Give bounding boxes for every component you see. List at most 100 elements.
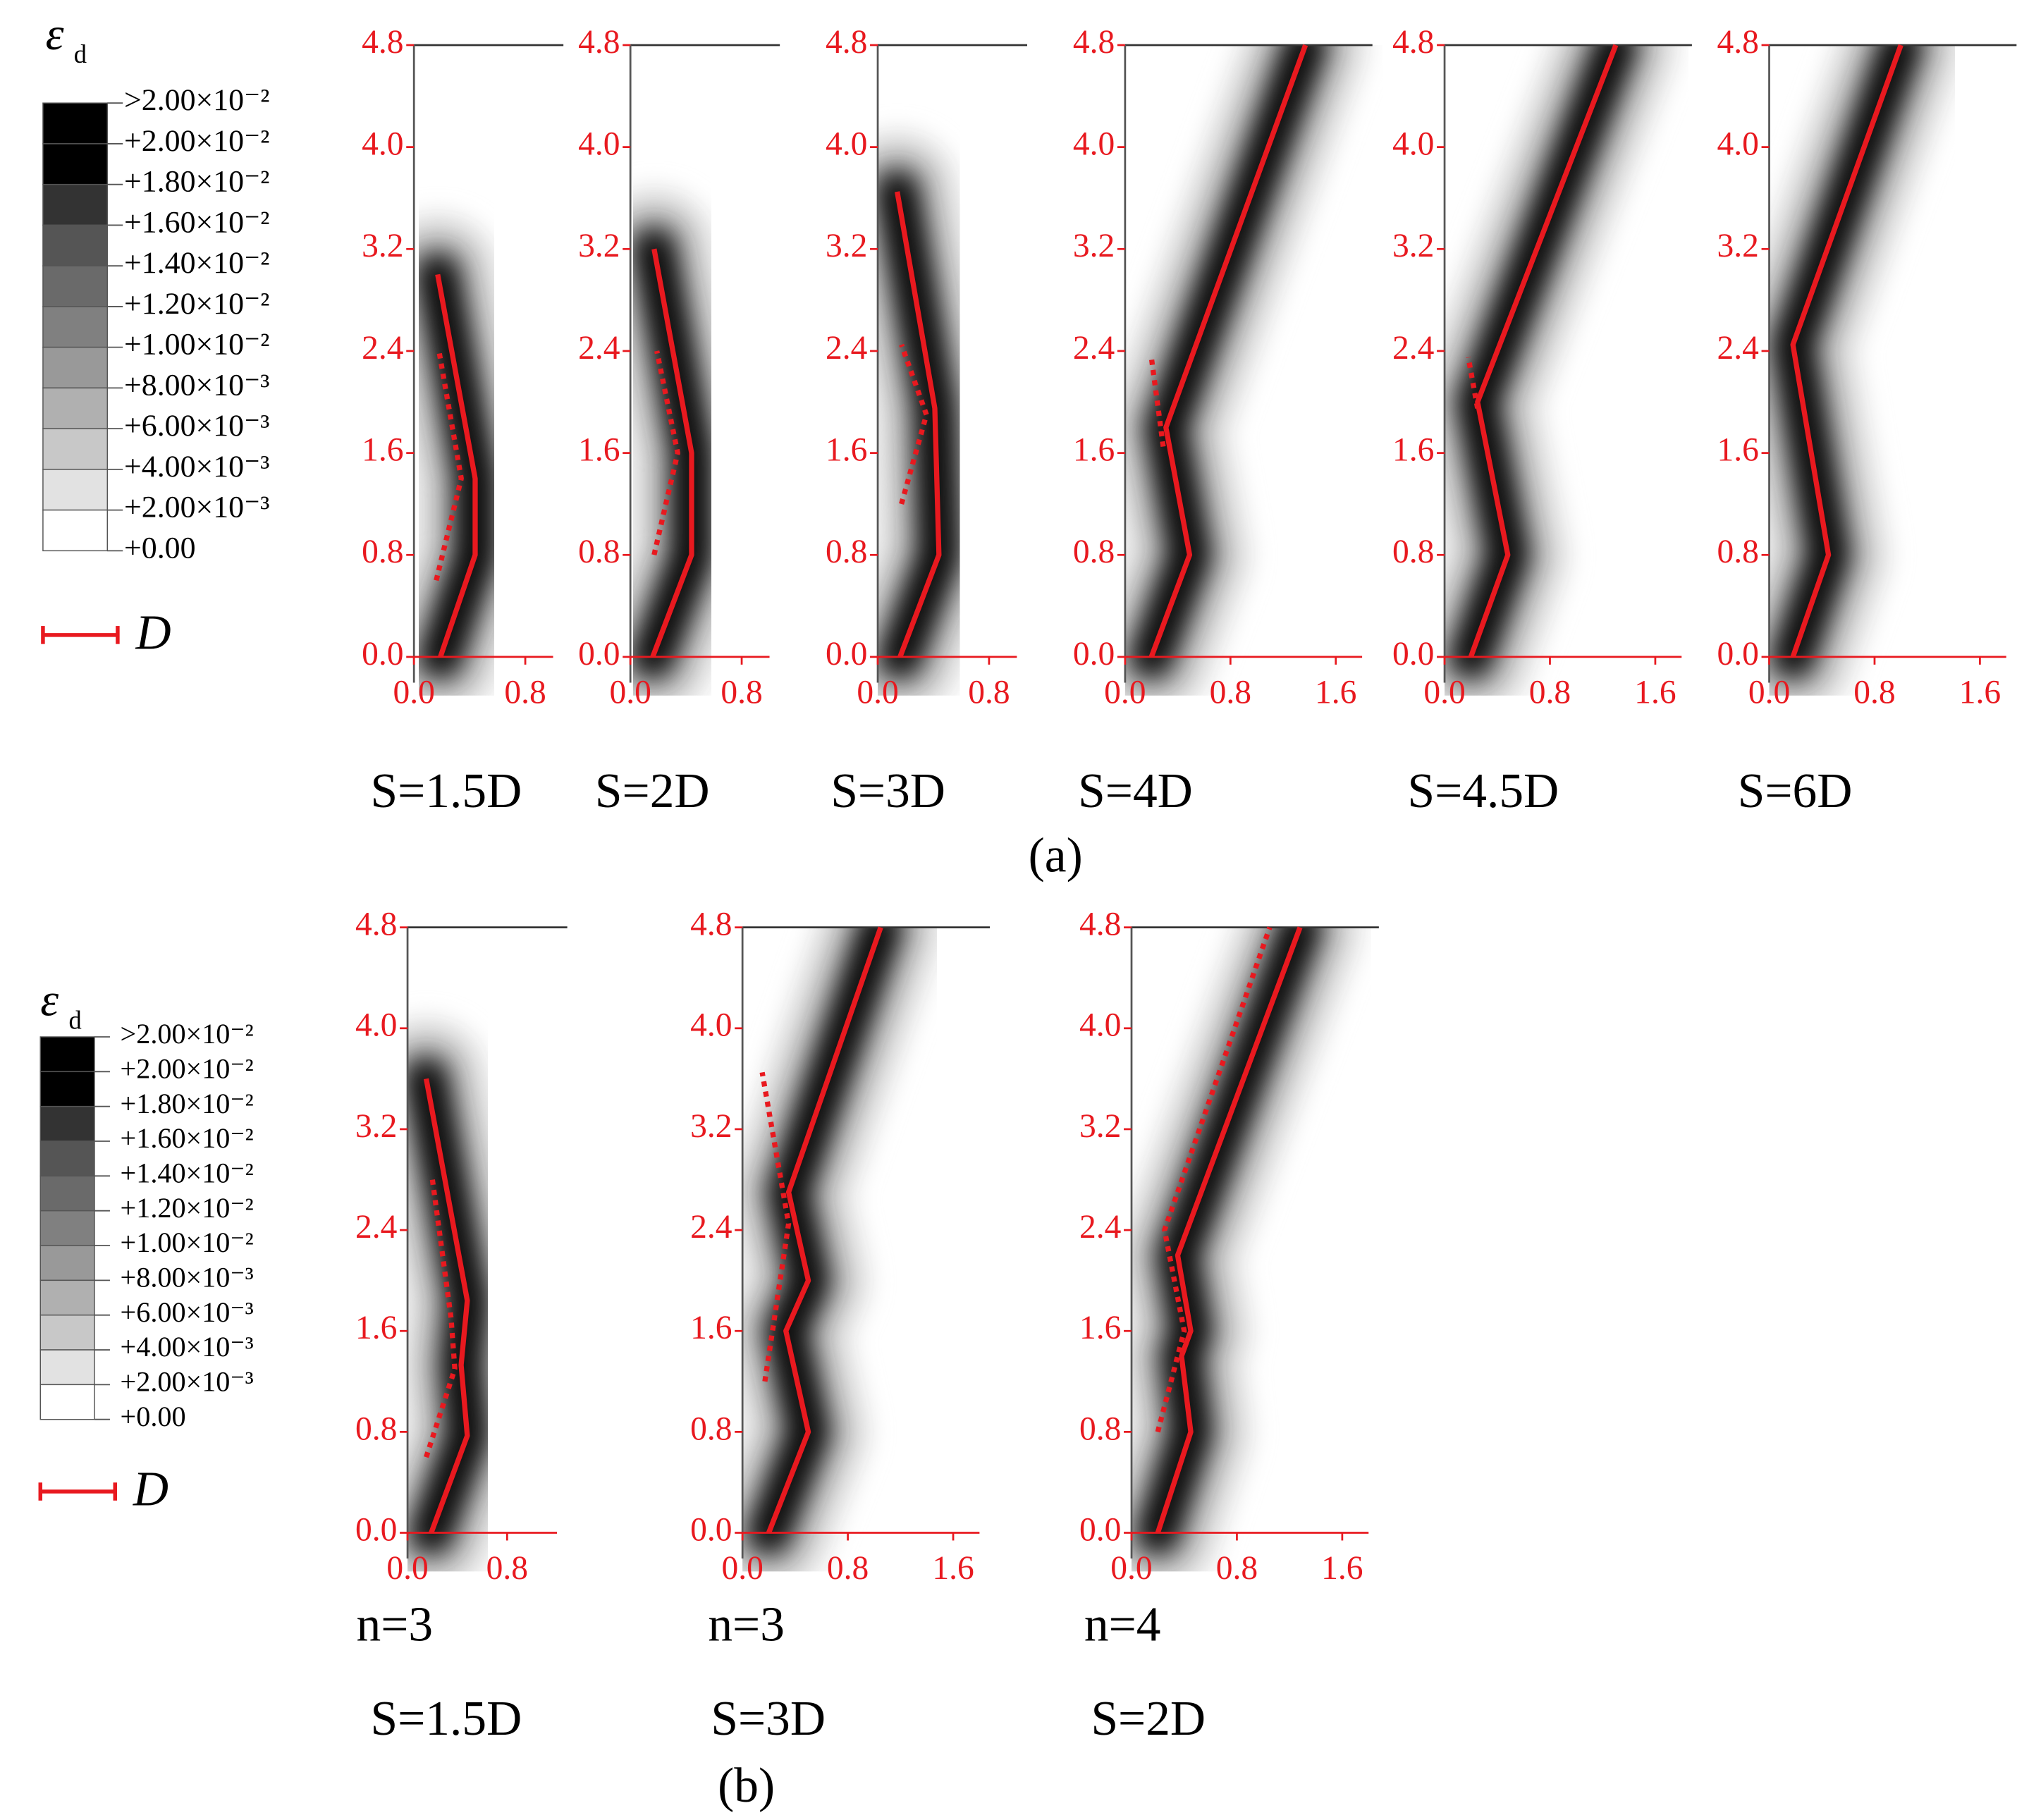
y-tick-label: 2.4 — [826, 330, 868, 367]
strain-field — [1132, 927, 1361, 1572]
y-tick-label: 3.2 — [1079, 1108, 1121, 1145]
strain-line — [1790, 44, 1903, 658]
y-tick-label: 3.2 — [1392, 228, 1434, 264]
colorbar-band — [39, 1175, 95, 1212]
colorbar-label: +8.00×10⁻³ — [124, 368, 269, 402]
panel-annotation: n=4 — [1084, 1597, 1161, 1652]
colorbar-band — [42, 509, 109, 552]
y-tick-label: 2.4 — [1392, 330, 1435, 367]
y-tick-label: 0.8 — [1073, 534, 1115, 570]
strain-line — [1155, 926, 1303, 1534]
legend-symbol: ε — [40, 974, 59, 1026]
panel-label: (a) — [1029, 829, 1083, 883]
colorbar-label: +1.00×10⁻² — [121, 1226, 254, 1258]
colorbar-label: +1.40×10⁻² — [121, 1157, 254, 1189]
panel-caption: S=4D — [1078, 764, 1193, 818]
y-tick-label: 0.0 — [826, 636, 867, 672]
strain-line — [424, 1179, 458, 1458]
y-tick-label: 4.8 — [826, 24, 867, 61]
x-tick-label: 0.8 — [486, 1550, 528, 1587]
y-tick-label: 4.0 — [826, 126, 867, 163]
colorbar-band — [39, 1349, 95, 1386]
y-tick-label: 4.0 — [1392, 126, 1434, 163]
x-tick-label: 0.8 — [1210, 675, 1251, 711]
x-tick-label: 1.6 — [1315, 675, 1356, 711]
y-tick-label: 3.2 — [578, 228, 620, 264]
y-tick-label: 1.6 — [690, 1310, 732, 1346]
colorbar-band — [39, 1071, 95, 1107]
y-tick-label: 1.6 — [1717, 432, 1759, 469]
colorbar-band — [42, 102, 109, 145]
y-tick-label: 3.2 — [355, 1108, 397, 1145]
colorbar-band — [39, 1384, 95, 1420]
colorbar-label: >2.00×10⁻² — [124, 83, 269, 117]
y-tick-label: 4.0 — [355, 1007, 397, 1044]
strain-line — [1468, 44, 1619, 658]
strain-line — [1466, 357, 1480, 409]
x-tick-label: 0.0 — [857, 675, 898, 711]
colorbar-label: +2.00×10⁻² — [121, 1053, 254, 1085]
x-tick-label: 0.8 — [721, 675, 762, 711]
colorbar-label: +6.00×10⁻³ — [121, 1296, 254, 1328]
y-tick-label: 4.0 — [578, 126, 620, 163]
panel-caption: S=3D — [830, 764, 945, 818]
y-tick-label: 3.2 — [826, 228, 867, 264]
colorbar-label: +1.40×10⁻² — [124, 246, 269, 280]
strain-line — [766, 926, 883, 1534]
y-tick-label: 4.0 — [1079, 1007, 1121, 1044]
x-tick-label: 0.0 — [1748, 675, 1790, 711]
panel-caption: S=3D — [711, 1692, 826, 1746]
legend-line-label: D — [133, 1463, 168, 1517]
x-tick-label: 1.6 — [1321, 1550, 1363, 1587]
colorbar-band — [42, 265, 109, 307]
y-tick-label: 4.8 — [578, 24, 620, 61]
colorbar-label: +4.00×10⁻³ — [124, 450, 269, 484]
colorbar-label: +1.00×10⁻² — [124, 328, 269, 362]
x-tick-label: 0.8 — [1853, 675, 1895, 711]
legend-symbol: ε — [46, 8, 64, 60]
y-tick-label: 0.8 — [1392, 534, 1434, 570]
panel-caption: S=1.5D — [371, 1692, 522, 1746]
y-tick-label: 4.8 — [1392, 24, 1434, 61]
strain-field — [1769, 44, 1963, 696]
x-tick-label: 0.0 — [1104, 675, 1146, 711]
colorbar-band — [39, 1140, 95, 1177]
legend-line-label: D — [135, 605, 171, 660]
y-tick-label: 4.8 — [362, 24, 403, 61]
y-tick-label: 1.6 — [1079, 1310, 1121, 1346]
colorbar-label: +2.00×10⁻³ — [124, 491, 269, 524]
y-tick-label: 0.0 — [355, 1511, 397, 1548]
y-tick-label: 2.4 — [1079, 1209, 1122, 1246]
y-tick-label: 0.0 — [690, 1511, 732, 1548]
x-tick-label: 0.0 — [1423, 675, 1465, 711]
y-tick-label: 0.0 — [1392, 636, 1434, 672]
y-tick-label: 4.0 — [1073, 126, 1115, 163]
colorbar-label: +1.80×10⁻² — [124, 165, 269, 199]
y-tick-label: 4.8 — [1717, 24, 1759, 61]
colorbar-label: +0.00 — [121, 1401, 186, 1432]
y-tick-label: 0.8 — [1079, 1410, 1121, 1447]
x-tick-label: 0.8 — [827, 1550, 869, 1587]
y-tick-label: 3.2 — [1073, 228, 1115, 264]
colorbar-band — [42, 428, 109, 470]
strain-field — [630, 187, 753, 696]
x-tick-label: 0.0 — [1110, 1550, 1152, 1587]
panel-caption: S=4.5D — [1408, 764, 1559, 818]
x-tick-label: 0.8 — [1216, 1550, 1258, 1587]
legend-subscript: d — [74, 39, 87, 68]
y-tick-label: 2.4 — [1717, 330, 1760, 367]
panel-caption: S=2D — [1091, 1692, 1206, 1746]
y-tick-label: 0.0 — [578, 636, 620, 672]
y-tick-label: 2.4 — [362, 330, 404, 367]
strain-field — [878, 130, 1000, 696]
panel-caption: S=1.5D — [371, 764, 522, 818]
strain-field — [1445, 44, 1677, 696]
x-tick-label: 0.8 — [968, 675, 1010, 711]
y-tick-label: 4.8 — [1073, 24, 1115, 61]
strain-line — [651, 350, 680, 556]
y-tick-label: 0.8 — [362, 534, 403, 570]
y-tick-label: 4.0 — [690, 1007, 732, 1044]
strain-line — [435, 273, 478, 658]
colorbar-band — [39, 1210, 95, 1246]
colorbar-band — [39, 1279, 95, 1316]
